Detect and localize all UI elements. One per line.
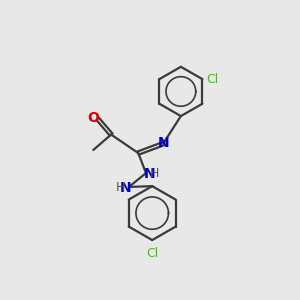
Text: Cl: Cl bbox=[206, 73, 218, 85]
Text: Cl: Cl bbox=[146, 247, 158, 260]
Text: N: N bbox=[143, 167, 155, 181]
Text: O: O bbox=[87, 111, 99, 125]
Text: H: H bbox=[150, 167, 159, 180]
Text: N: N bbox=[120, 181, 132, 195]
Text: N: N bbox=[158, 136, 169, 150]
Text: H: H bbox=[116, 181, 125, 194]
